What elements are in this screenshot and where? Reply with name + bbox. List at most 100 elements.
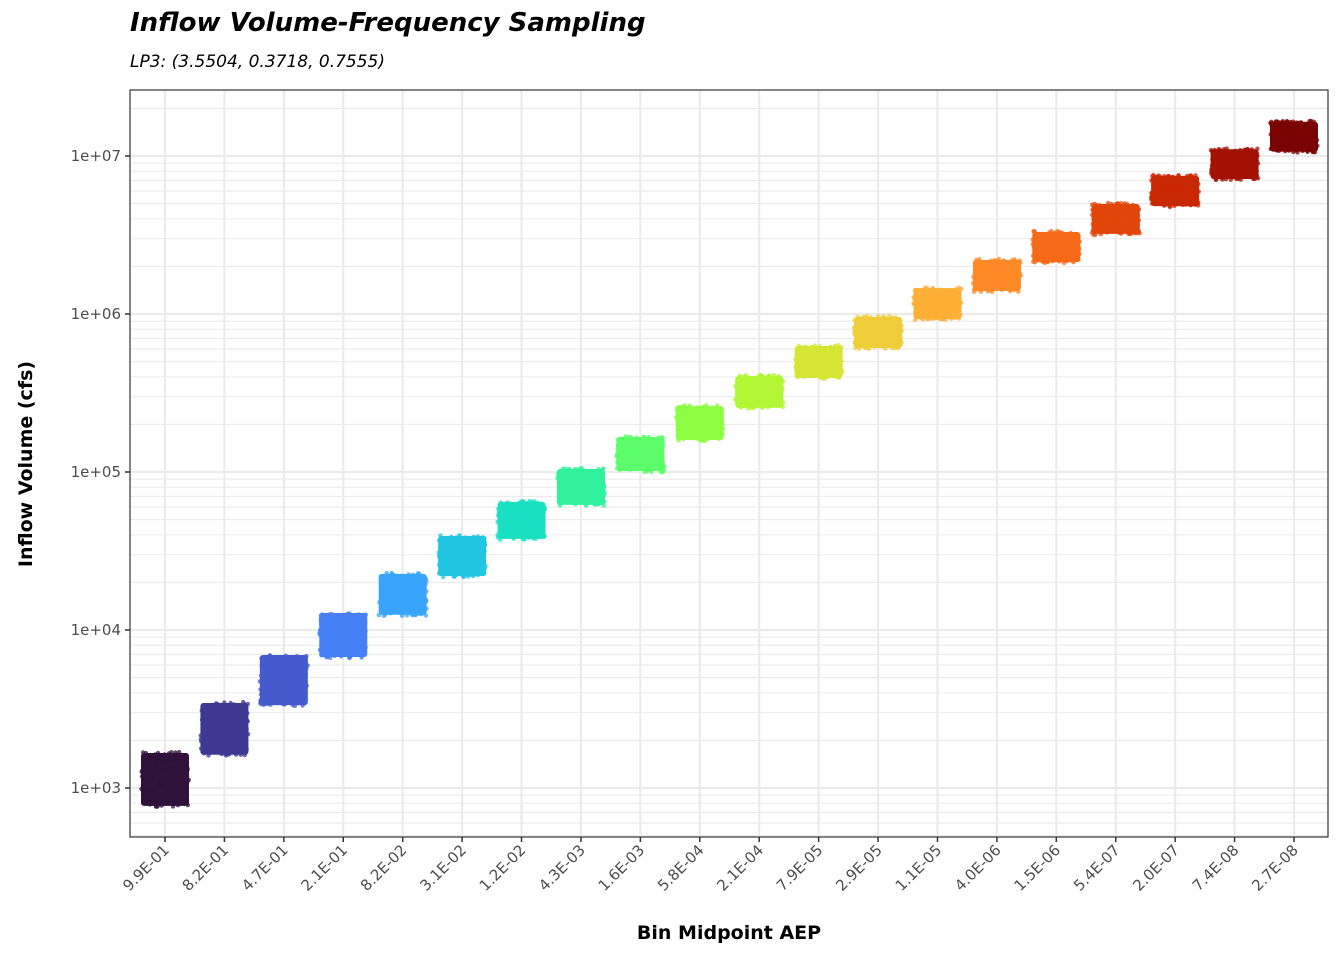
data-point: [601, 488, 606, 494]
data-point: [1241, 152, 1246, 158]
data-point: [991, 264, 996, 269]
data-point: [579, 489, 584, 495]
data-point: [237, 723, 243, 728]
data-point: [324, 616, 330, 621]
data-point: [678, 428, 683, 434]
data-point: [1076, 248, 1081, 253]
data-point: [225, 711, 231, 716]
data-point: [599, 479, 604, 484]
data-point: [585, 480, 591, 485]
data-point: [735, 386, 740, 392]
data-point: [515, 512, 520, 518]
data-point: [1249, 158, 1254, 164]
data-point: [167, 787, 172, 792]
data-point: [234, 737, 240, 743]
data-point: [347, 611, 352, 616]
data-point: [1243, 147, 1248, 153]
data-point: [702, 407, 707, 412]
data-point: [565, 477, 570, 482]
data-point: [559, 480, 565, 485]
data-point: [831, 374, 837, 379]
data-point: [1091, 224, 1097, 230]
data-point: [241, 714, 246, 719]
data-point: [147, 773, 153, 778]
data-point: [717, 412, 722, 417]
data-point: [853, 345, 858, 350]
data-point: [199, 708, 204, 713]
data-point: [154, 798, 159, 803]
data-point: [226, 715, 232, 720]
data-point: [581, 482, 587, 487]
data-point: [676, 405, 681, 410]
data-point: [974, 257, 979, 263]
data-point: [1301, 148, 1306, 153]
data-point: [1031, 244, 1036, 249]
data-point: [767, 373, 772, 379]
data-point: [538, 520, 543, 525]
data-point: [339, 654, 344, 659]
data-point: [229, 711, 235, 716]
data-point: [527, 498, 532, 504]
data-point: [304, 666, 309, 671]
data-point: [1295, 150, 1300, 155]
data-point: [1282, 128, 1287, 133]
data-point: [862, 330, 868, 336]
x-tick-label: 7.9E-05: [773, 841, 827, 895]
data-point: [1254, 170, 1259, 175]
data-point: [164, 777, 169, 782]
data-point: [1196, 200, 1201, 205]
data-point: [292, 684, 297, 690]
data-point: [140, 768, 145, 773]
data-point: [894, 323, 899, 328]
data-point: [355, 641, 360, 646]
data-point: [360, 631, 365, 637]
data-point: [482, 565, 488, 570]
data-point: [356, 627, 362, 632]
data-point: [181, 789, 186, 795]
data-point: [210, 711, 215, 716]
x-tick-label: 4.0E-06: [951, 841, 1005, 895]
data-point: [505, 526, 511, 531]
data-point: [1218, 169, 1223, 175]
data-point: [780, 400, 786, 405]
data-point: [244, 746, 249, 752]
data-point: [525, 503, 530, 508]
data-point: [1285, 135, 1290, 140]
data-point: [1126, 208, 1131, 213]
data-point: [176, 781, 181, 786]
data-point: [147, 802, 153, 807]
data-point: [1097, 227, 1102, 232]
data-point: [779, 384, 784, 390]
data-point: [641, 434, 647, 439]
data-point: [507, 533, 512, 538]
data-point: [1011, 274, 1016, 279]
data-point: [339, 639, 344, 644]
data-point: [390, 601, 395, 606]
data-point: [1062, 256, 1068, 261]
data-point: [560, 484, 565, 489]
data-point: [937, 316, 943, 322]
data-point: [645, 456, 651, 462]
x-tick-label: 2.9E-05: [832, 841, 886, 895]
data-point: [241, 704, 247, 709]
data-point: [285, 684, 290, 689]
data-point: [559, 471, 564, 476]
data-point: [171, 797, 176, 802]
data-point: [206, 723, 212, 728]
data-point: [446, 557, 451, 563]
data-point: [1002, 260, 1008, 265]
data-point: [175, 792, 180, 797]
data-point: [982, 269, 987, 274]
data-point: [1176, 197, 1181, 202]
data-point: [214, 747, 219, 752]
data-point: [878, 340, 883, 345]
data-point: [498, 500, 503, 505]
data-point: [992, 258, 997, 263]
data-point: [707, 430, 712, 436]
data-point: [980, 278, 986, 283]
data-point: [170, 788, 176, 793]
data-point: [1062, 231, 1068, 237]
data-point: [801, 374, 806, 379]
data-point: [719, 408, 724, 413]
data-point: [216, 728, 221, 733]
